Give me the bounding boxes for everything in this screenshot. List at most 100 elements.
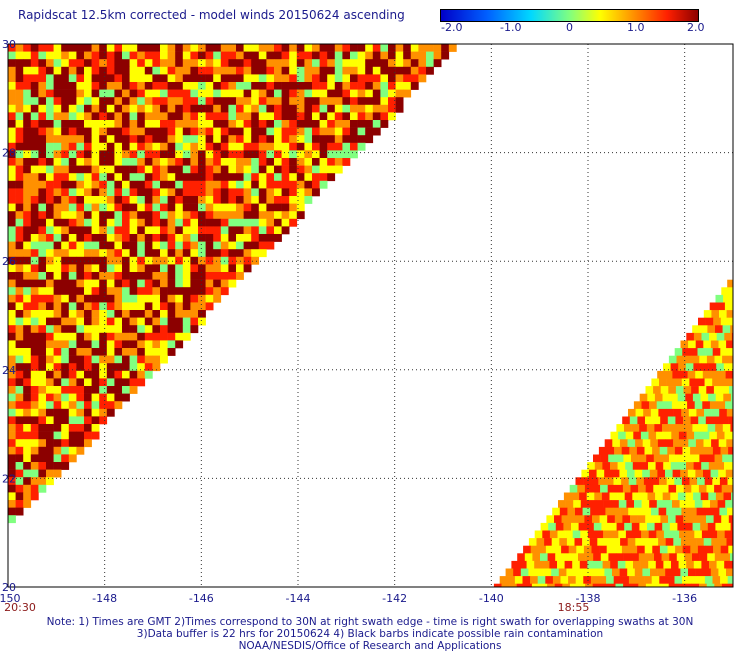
wind-cell: [221, 264, 229, 272]
wind-cell: [687, 432, 695, 440]
wind-cell: [16, 90, 24, 98]
wind-cell: [563, 523, 571, 531]
wind-cell: [183, 310, 191, 318]
wind-cell: [23, 242, 31, 250]
wind-cell: [46, 59, 54, 67]
wind-cell: [236, 166, 244, 174]
wind-cell: [54, 188, 62, 196]
wind-cell: [114, 386, 122, 394]
wind-cell: [152, 158, 160, 166]
wind-cell: [259, 188, 267, 196]
wind-cell: [521, 569, 529, 577]
wind-cell: [695, 500, 703, 508]
wind-cell: [168, 112, 176, 120]
wind-cell: [8, 492, 16, 500]
wind-cell: [16, 500, 24, 508]
wind-cell: [160, 318, 168, 326]
wind-cell: [76, 394, 84, 402]
wind-cell: [556, 523, 564, 531]
wind-cell: [38, 310, 46, 318]
wind-cell: [107, 120, 115, 128]
wind-cell: [701, 394, 709, 402]
wind-cell: [588, 500, 596, 508]
wind-cell: [642, 470, 650, 478]
wind-cell: [720, 576, 728, 584]
wind-cell: [601, 523, 609, 531]
wind-cell: [160, 219, 168, 227]
wind-cell: [122, 295, 130, 303]
wind-cell: [160, 310, 168, 318]
wind-cell: [107, 394, 115, 402]
wind-cell: [130, 333, 138, 341]
wind-cell: [612, 439, 620, 447]
wind-cell: [671, 363, 679, 371]
wind-cell: [527, 561, 535, 569]
wind-cell: [107, 249, 115, 257]
wind-cell: [8, 90, 16, 98]
wind-cell: [69, 211, 77, 219]
wind-cell: [259, 128, 267, 136]
wind-cell: [107, 287, 115, 295]
wind-cell: [145, 242, 153, 250]
wind-cell: [99, 356, 107, 364]
wind-cell: [596, 500, 604, 508]
wind-cell: [304, 52, 312, 60]
wind-cell: [358, 128, 366, 136]
wind-cell: [8, 128, 16, 136]
wind-cell: [553, 576, 561, 584]
wind-cell: [342, 67, 350, 75]
wind-cell: [576, 546, 584, 554]
wind-cell: [99, 394, 107, 402]
wind-cell: [61, 173, 69, 181]
wind-cell: [327, 90, 335, 98]
wind-cell: [16, 97, 24, 105]
wind-cell: [396, 90, 404, 98]
wind-cell: [84, 378, 92, 386]
wind-cell: [643, 538, 651, 546]
wind-cell: [84, 242, 92, 250]
wind-cell: [114, 295, 122, 303]
wind-cell: [107, 74, 115, 82]
wind-cell: [653, 386, 661, 394]
wind-cell: [274, 135, 282, 143]
wind-cell: [152, 310, 160, 318]
wind-cell: [23, 44, 31, 52]
wind-cell: [537, 538, 545, 546]
wind-cell: [206, 181, 214, 189]
wind-cell: [69, 447, 77, 455]
wind-cell: [607, 515, 615, 523]
wind-cell: [663, 561, 671, 569]
wind-cell: [221, 90, 229, 98]
wind-cell: [689, 409, 697, 417]
wind-cell: [99, 166, 107, 174]
wind-cell: [84, 82, 92, 90]
wind-cell: [107, 242, 115, 250]
wind-cell: [700, 523, 708, 531]
wind-cell: [206, 226, 214, 234]
wind-cell: [160, 295, 168, 303]
wind-cell: [160, 112, 168, 120]
wind-cell: [31, 401, 39, 409]
wind-cell: [54, 439, 62, 447]
wind-cell: [137, 295, 145, 303]
wind-cell: [635, 538, 643, 546]
wind-cell: [244, 158, 252, 166]
wind-cell: [16, 242, 24, 250]
wind-cell: [61, 234, 69, 242]
wind-cell: [626, 531, 634, 539]
wind-cell: [183, 112, 191, 120]
wind-cell: [190, 158, 198, 166]
wind-cell: [152, 272, 160, 280]
wind-cell: [8, 356, 16, 364]
wind-cell: [114, 219, 122, 227]
wind-cell: [716, 295, 724, 303]
wind-cell: [603, 561, 611, 569]
wind-cell: [628, 538, 636, 546]
wind-cell: [145, 272, 153, 280]
wind-cell: [114, 287, 122, 295]
wind-cell: [618, 462, 626, 470]
wind-cell: [221, 120, 229, 128]
wind-cell: [31, 143, 39, 151]
wind-cell: [636, 508, 644, 516]
wind-cell: [175, 97, 183, 105]
